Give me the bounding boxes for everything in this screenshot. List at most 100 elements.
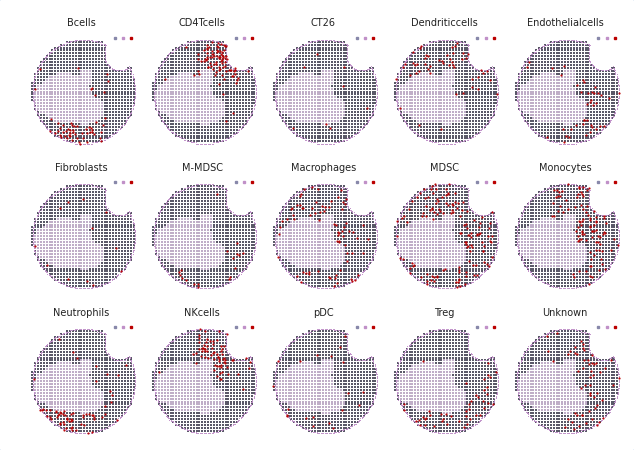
Point (574, 236, 584, 243)
Point (204, 43, 214, 50)
Point (126, 357, 136, 364)
Point (154, 112, 164, 119)
Point (397, 351, 407, 358)
Point (396, 64, 406, 71)
Point (444, 325, 455, 333)
Point (246, 209, 256, 216)
Point (593, 274, 603, 281)
Point (169, 193, 179, 200)
Point (289, 216, 299, 223)
Point (127, 103, 138, 110)
Point (242, 65, 252, 72)
Point (174, 278, 184, 285)
Point (573, 367, 583, 374)
Point (367, 254, 377, 261)
Point (66, 139, 76, 146)
Point (404, 53, 414, 60)
Point (320, 180, 330, 188)
Point (125, 65, 135, 72)
Point (130, 372, 140, 379)
Point (129, 226, 139, 233)
Point (129, 99, 139, 106)
Point (584, 197, 594, 204)
Point (126, 360, 136, 367)
Point (100, 190, 110, 197)
Point (609, 209, 619, 216)
Point (476, 270, 486, 277)
Point (479, 405, 489, 412)
Point (512, 226, 522, 233)
Point (487, 256, 497, 264)
Point (213, 48, 223, 55)
Point (488, 400, 498, 408)
Point (554, 188, 564, 195)
Point (372, 88, 382, 95)
Point (242, 262, 252, 269)
Point (349, 275, 359, 283)
Point (556, 36, 566, 43)
Point (415, 132, 425, 139)
Point (598, 228, 609, 235)
Point (53, 333, 63, 341)
Point (434, 57, 444, 64)
Point (217, 425, 227, 432)
Point (29, 100, 39, 107)
Point (342, 195, 352, 203)
Point (94, 39, 105, 46)
Point (371, 81, 381, 89)
Point (127, 215, 138, 222)
Point (306, 182, 316, 189)
Point (251, 85, 261, 92)
Point (429, 278, 439, 285)
Point (150, 243, 160, 251)
Point (583, 40, 593, 47)
Point (249, 248, 259, 255)
Point (130, 234, 140, 241)
Point (170, 45, 180, 53)
Point (584, 344, 594, 351)
Point (598, 356, 609, 363)
Point (539, 278, 549, 285)
Point (273, 212, 283, 219)
Point (368, 356, 378, 363)
Point (275, 400, 285, 407)
Point (589, 64, 599, 71)
Point (122, 210, 133, 217)
Point (230, 65, 240, 72)
Point (533, 191, 543, 198)
Point (488, 210, 498, 217)
Point (555, 285, 565, 292)
Point (438, 285, 448, 292)
Point (515, 397, 526, 405)
Point (28, 89, 38, 96)
Point (480, 67, 490, 74)
Point (436, 180, 446, 188)
Point (474, 231, 484, 238)
Point (606, 353, 616, 360)
Point (100, 57, 110, 64)
Point (94, 183, 105, 190)
Point (574, 218, 585, 225)
Point (396, 67, 406, 74)
Point (418, 210, 428, 217)
Point (288, 193, 298, 200)
Point (333, 37, 343, 45)
Point (613, 385, 623, 392)
Point (126, 108, 136, 115)
Point (358, 414, 368, 421)
Point (221, 344, 231, 351)
Point (170, 130, 180, 138)
Point (44, 195, 54, 203)
Point (543, 136, 553, 143)
Point (223, 371, 233, 378)
Point (323, 140, 333, 147)
Point (578, 206, 588, 213)
Point (361, 65, 372, 72)
Point (84, 325, 94, 333)
Point (249, 73, 259, 81)
Point (463, 193, 473, 200)
Point (485, 405, 495, 413)
Point (448, 180, 458, 188)
Point (539, 133, 549, 140)
Point (368, 68, 378, 75)
